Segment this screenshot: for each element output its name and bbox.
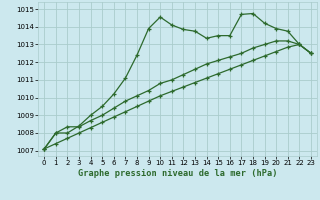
X-axis label: Graphe pression niveau de la mer (hPa): Graphe pression niveau de la mer (hPa)	[78, 169, 277, 178]
